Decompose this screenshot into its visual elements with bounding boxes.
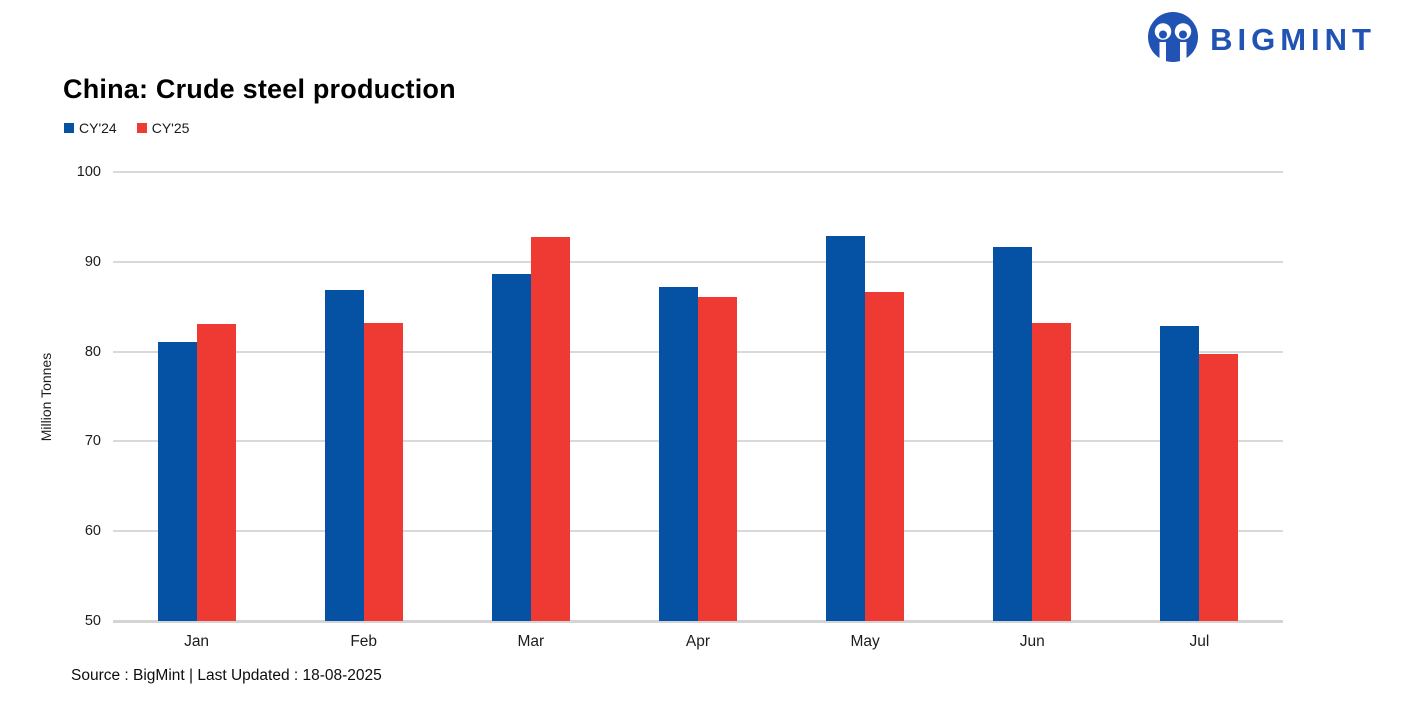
y-tick-label-50: 50 bbox=[84, 613, 101, 629]
bar-cy24-mar bbox=[491, 274, 531, 621]
y-tick-label-60: 60 bbox=[84, 523, 101, 540]
y-tick-label-90: 90 bbox=[84, 253, 101, 270]
bar-group-may bbox=[782, 172, 949, 621]
x-axis-labels: Jan Feb Mar Apr May Jun Jul bbox=[113, 633, 1283, 651]
gridline-100 bbox=[113, 171, 1283, 173]
bar-group-jun bbox=[949, 172, 1116, 621]
gridline-50 bbox=[113, 620, 1283, 623]
bar-cy25-jun bbox=[1032, 322, 1072, 621]
bar-cy24-may bbox=[826, 235, 866, 621]
bar-cy25-jul bbox=[1199, 354, 1239, 621]
bar-cy24-jul bbox=[1160, 325, 1200, 621]
bar-cy24-jun bbox=[993, 247, 1033, 621]
y-tick-label-100: 100 bbox=[76, 164, 101, 180]
bar-group-mar bbox=[447, 172, 614, 621]
x-label-mar: Mar bbox=[517, 633, 545, 650]
legend-swatch bbox=[64, 123, 74, 133]
x-label-feb: Feb bbox=[350, 633, 378, 650]
bar-cy25-feb bbox=[363, 322, 403, 621]
plot-area bbox=[113, 171, 1283, 623]
bar-group-jan bbox=[113, 172, 280, 621]
y-axis-ticks: 50 60 70 80 90 100 bbox=[0, 164, 101, 629]
chart-legend: CY'24 CY'25 bbox=[64, 120, 189, 136]
x-label-jan: Jan bbox=[184, 633, 210, 650]
legend-item-cy25: CY'25 bbox=[136, 120, 190, 136]
bar-cy24-feb bbox=[324, 289, 364, 621]
bars-layer bbox=[113, 172, 1283, 621]
bar-cy24-apr bbox=[658, 286, 698, 621]
bar-cy24-jan bbox=[157, 341, 197, 621]
y-tick-label-80: 80 bbox=[84, 343, 101, 360]
bar-cy25-may bbox=[865, 292, 905, 621]
bigmint-logo-icon bbox=[1148, 12, 1199, 78]
legend-swatch bbox=[136, 123, 147, 133]
x-label-may: May bbox=[850, 633, 880, 650]
bar-group-jul bbox=[1116, 172, 1283, 621]
bar-group-feb bbox=[280, 172, 447, 621]
bar-cy25-mar bbox=[530, 236, 570, 621]
x-label-jul: Jul bbox=[1189, 633, 1210, 650]
legend-label: CY'24 bbox=[79, 120, 117, 136]
gridline-90 bbox=[113, 260, 1283, 263]
brand-logo: BIGMINT bbox=[1148, 12, 1376, 78]
chart-title: China: Crude steel production bbox=[63, 74, 456, 104]
bar-cy25-apr bbox=[697, 296, 737, 621]
x-label-apr: Apr bbox=[685, 633, 711, 650]
bar-group-apr bbox=[614, 172, 781, 621]
bar-cy25-jan bbox=[196, 323, 236, 621]
y-tick-label-70: 70 bbox=[84, 433, 101, 450]
brand-name: BIGMINT bbox=[1210, 21, 1376, 57]
x-label-jun: Jun bbox=[1019, 633, 1045, 650]
source-note: Source : BigMint | Last Updated : 18-08-… bbox=[71, 667, 382, 684]
legend-item-cy24: CY'24 bbox=[64, 120, 117, 136]
legend-label: CY'25 bbox=[151, 120, 190, 136]
